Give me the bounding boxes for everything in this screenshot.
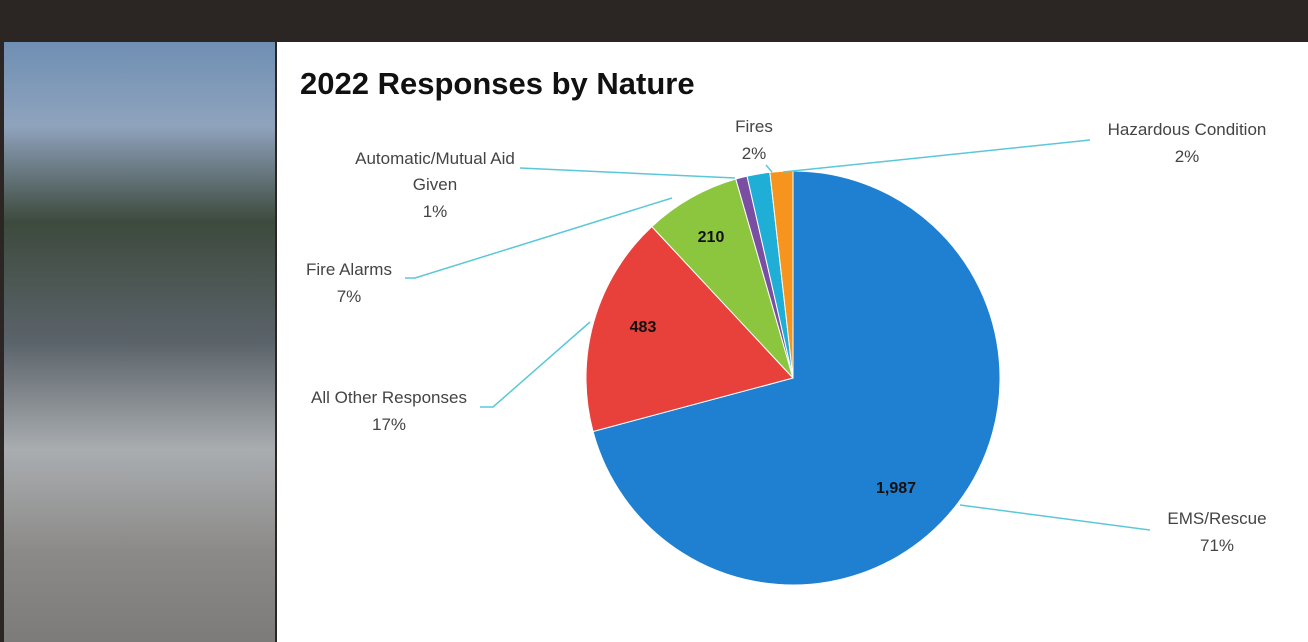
leader-line [765, 164, 773, 173]
category-label: Fire Alarms [306, 260, 392, 279]
value-label: 483 [630, 319, 657, 336]
percent-label: 2% [741, 144, 767, 163]
leader-line [405, 197, 673, 279]
percent-label: 71% [1199, 536, 1235, 555]
percent-label: 2% [1174, 147, 1200, 166]
leader-line [480, 321, 591, 408]
percent-label: 17% [371, 415, 407, 434]
leader-line [959, 504, 1151, 531]
category-label: Automatic/Mutual Aid Given [355, 149, 515, 194]
leader-line [782, 139, 1091, 173]
pie-slice [592, 170, 1001, 586]
category-label: Hazardous Condition [1107, 120, 1267, 139]
chart-title: 2022 Responses by Nature [300, 66, 695, 101]
category-label: EMS/Rescue [1167, 509, 1267, 528]
leader-line [519, 167, 736, 179]
percent-label: 1% [422, 202, 448, 221]
category-label: Fires [735, 117, 773, 136]
value-label: 1,987 [876, 480, 916, 497]
category-label: All Other Responses [311, 388, 467, 407]
photo [4, 42, 275, 642]
pie-slice [651, 178, 794, 379]
value-label: 210 [698, 229, 725, 246]
percent-label: 7% [336, 287, 362, 306]
pie-slice [585, 225, 794, 433]
